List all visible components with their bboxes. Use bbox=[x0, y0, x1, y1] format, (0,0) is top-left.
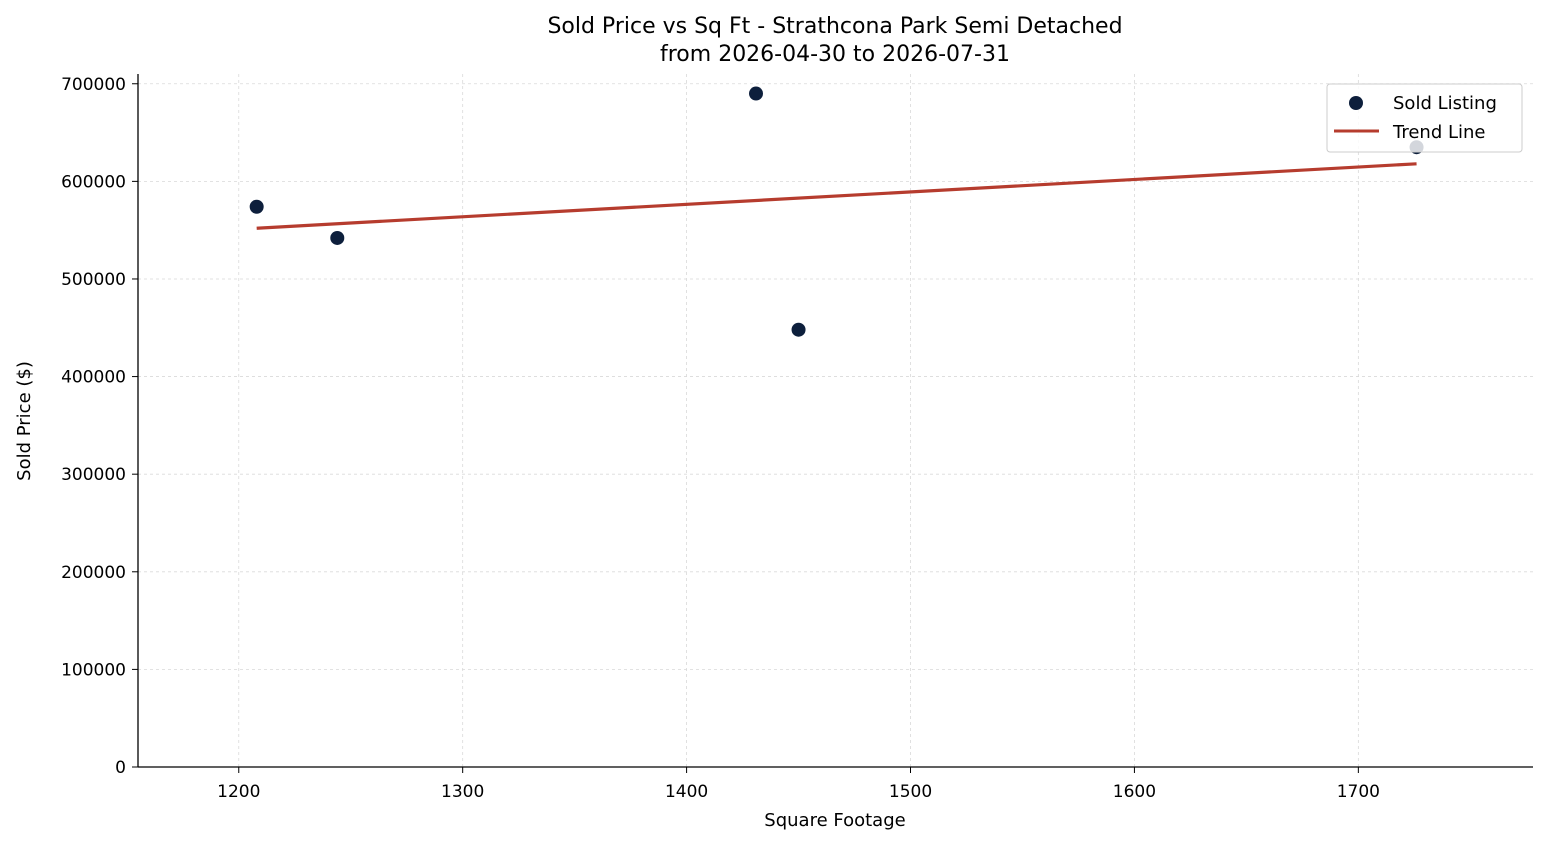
y-tick-label: 500000 bbox=[61, 270, 126, 290]
y-axis-label: Sold Price ($) bbox=[14, 361, 35, 481]
y-tick-label: 700000 bbox=[61, 75, 126, 95]
legend-label-trend-line: Trend Line bbox=[1392, 122, 1486, 143]
legend: Sold Listing Trend Line bbox=[1326, 83, 1523, 153]
y-tick-label: 600000 bbox=[61, 172, 126, 192]
trend-line bbox=[256, 162, 1417, 230]
x-tick-label: 1700 bbox=[1337, 782, 1380, 802]
data-point-3 bbox=[749, 86, 764, 101]
legend-box bbox=[1326, 83, 1523, 153]
data-point-4 bbox=[791, 322, 806, 337]
x-ticks: 1200 1300 1400 1500 1600 1700 bbox=[217, 767, 1380, 802]
x-tick-label: 1600 bbox=[1113, 782, 1156, 802]
legend-marker-sold-listing bbox=[1349, 96, 1363, 110]
x-axis-label: Square Footage bbox=[764, 810, 905, 831]
y-ticks: 0 100000 200000 300000 400000 500000 600000 700… bbox=[61, 75, 138, 778]
y-tick-label: 0 bbox=[115, 758, 126, 778]
chart-title: Sold Price vs Sq Ft - Strathcona Park Se… bbox=[547, 14, 1122, 39]
x-tick-label: 1300 bbox=[441, 782, 484, 802]
y-tick-label: 400000 bbox=[61, 368, 126, 388]
data-point-2 bbox=[330, 230, 345, 245]
y-tick-label: 300000 bbox=[61, 465, 126, 485]
data-points bbox=[249, 86, 1424, 337]
trend-line-group bbox=[256, 162, 1417, 230]
y-tick-label: 200000 bbox=[61, 563, 126, 583]
grid-lines bbox=[138, 74, 1533, 768]
x-tick-label: 1200 bbox=[217, 782, 260, 802]
x-tick-label: 1400 bbox=[665, 782, 708, 802]
legend-label-sold-listing: Sold Listing bbox=[1393, 93, 1497, 114]
y-tick-label: 100000 bbox=[61, 660, 126, 680]
chart-subtitle: from 2026-04-30 to 2026-07-31 bbox=[660, 42, 1010, 67]
x-tick-label: 1500 bbox=[889, 782, 932, 802]
data-point-1 bbox=[249, 199, 264, 214]
